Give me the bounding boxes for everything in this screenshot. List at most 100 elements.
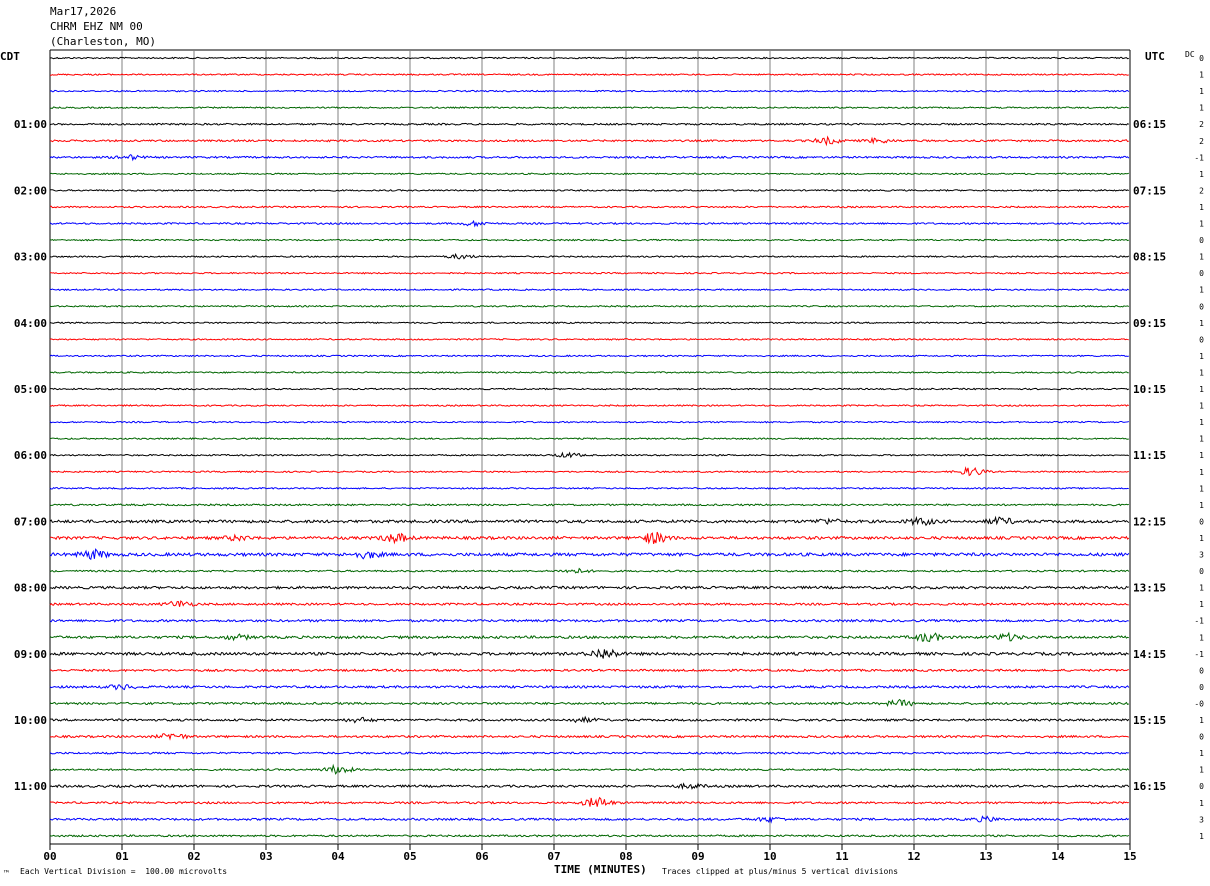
seismic-trace <box>49 751 1129 755</box>
dc-offset-value: 1 <box>1199 253 1204 262</box>
right-hour-label: 06:15 <box>1133 118 1166 131</box>
seismic-trace <box>49 106 1129 110</box>
right-hour-label: 10:15 <box>1133 383 1166 396</box>
dc-offset-value: 1 <box>1199 368 1204 377</box>
right-hour-label: 13:15 <box>1133 582 1166 595</box>
seismic-trace <box>49 219 1129 228</box>
left-hour-label: 08:00 <box>14 582 47 595</box>
left-hour-label: 09:00 <box>14 648 47 661</box>
seismic-trace <box>49 73 1129 76</box>
x-axis-title: TIME (MINUTES) <box>554 863 647 876</box>
x-tick-label: 06 <box>475 850 489 863</box>
dc-offset-value: 3 <box>1199 551 1204 560</box>
dc-offset-value: 0 <box>1199 782 1204 791</box>
dc-offset-value: 0 <box>1199 54 1204 63</box>
x-tick-label: 05 <box>403 850 416 863</box>
dc-offset-value: 0 <box>1199 567 1204 576</box>
seismic-trace <box>49 404 1130 407</box>
seismic-trace <box>49 715 1130 724</box>
seismic-trace <box>49 684 1130 691</box>
dc-offset-value: 1 <box>1199 104 1204 113</box>
dc-offset-value: 1 <box>1199 402 1204 411</box>
x-tick-label: 01 <box>115 850 129 863</box>
dc-offset-value: 1 <box>1199 584 1204 593</box>
dc-offset-value: 1 <box>1199 319 1204 328</box>
seismic-trace <box>49 172 1129 176</box>
right-hour-label: 11:15 <box>1133 449 1166 462</box>
x-tick-label: 02 <box>187 850 200 863</box>
dc-offset-value: 1 <box>1199 600 1204 609</box>
x-tick-label: 10 <box>763 850 776 863</box>
seismic-trace <box>49 648 1129 659</box>
left-hour-label: 07:00 <box>14 515 47 528</box>
dc-offset-value: 1 <box>1199 534 1204 543</box>
seismic-trace <box>49 567 1130 574</box>
left-hour-label: 10:00 <box>14 714 47 727</box>
seismic-trace <box>49 585 1129 590</box>
x-tick-label: 03 <box>259 850 272 863</box>
x-tick-label: 07 <box>547 850 560 863</box>
dc-offset-value: 0 <box>1199 666 1204 675</box>
dc-offset-value: 1 <box>1199 170 1204 179</box>
right-hour-label: 15:15 <box>1133 714 1166 727</box>
corner-mark: ™ <box>4 869 9 878</box>
dc-offset-value: 0 <box>1199 683 1204 692</box>
dc-offset-value: 1 <box>1199 418 1204 427</box>
seismic-trace <box>49 188 1130 192</box>
seismic-trace <box>49 354 1129 358</box>
seismic-trace <box>49 548 1130 561</box>
x-tick-label: 08 <box>619 850 632 863</box>
seismic-trace <box>49 271 1129 275</box>
left-hour-label: 04:00 <box>14 317 47 330</box>
dc-offset-value: 1 <box>1199 352 1204 361</box>
dc-column-header: DC <box>1185 50 1195 59</box>
seismic-trace <box>49 698 1129 708</box>
left-timezone-label: CDT <box>0 50 20 63</box>
dc-offset-value: 1 <box>1199 451 1204 460</box>
seismic-trace <box>49 763 1130 775</box>
left-hour-label: 01:00 <box>14 118 47 131</box>
x-axis-ticks: 00 01 02 03 04 05 06 07 08 09 10 11 12 13 14 15 <box>43 844 1137 863</box>
x-tick-label: 09 <box>691 850 704 863</box>
seismic-trace <box>49 796 1129 807</box>
minute-gridlines <box>121 50 1059 844</box>
dc-offset-value: 1 <box>1199 87 1204 96</box>
seismic-trace <box>49 56 1129 60</box>
left-hour-label: 03:00 <box>14 251 47 264</box>
seismic-trace <box>49 815 1130 824</box>
seismic-trace <box>49 420 1129 424</box>
seismic-trace <box>49 288 1130 292</box>
seismic-trace <box>49 122 1129 126</box>
dc-offset-value: 1 <box>1199 501 1204 510</box>
dc-offset-value: 0 <box>1199 302 1204 311</box>
dc-offset-value: 1 <box>1199 716 1204 725</box>
seismic-trace <box>49 466 1129 477</box>
dc-offset-value: 0 <box>1199 517 1204 526</box>
right-hour-label: 12:15 <box>1133 515 1166 528</box>
dc-offset-value: 2 <box>1199 137 1204 146</box>
dc-offset-value: 2 <box>1199 186 1204 195</box>
seismic-trace <box>49 834 1130 838</box>
seismic-trace <box>49 782 1130 791</box>
seismic-trace <box>49 515 1130 527</box>
dc-offset-value: 1 <box>1199 766 1204 775</box>
dc-offset-value: 1 <box>1199 749 1204 758</box>
seismic-trace <box>49 238 1129 242</box>
dc-offset-value: 1 <box>1199 435 1204 444</box>
x-tick-label: 11 <box>835 850 849 863</box>
seismic-trace <box>49 371 1129 374</box>
station-code: CHRM EHZ NM 00 <box>50 20 143 33</box>
seismic-trace <box>49 531 1130 545</box>
seismic-trace <box>49 618 1129 623</box>
left-hour-label: 06:00 <box>14 449 47 462</box>
seismic-trace <box>49 437 1129 441</box>
seismic-trace <box>49 205 1129 209</box>
seismic-trace <box>49 600 1129 607</box>
dc-offset-value: 3 <box>1199 815 1204 824</box>
dc-offset-value: 0 <box>1199 335 1204 344</box>
scale-note: Each Vertical Division = 100.00 microvol… <box>20 867 228 876</box>
dc-offset-value: -1 <box>1194 153 1204 162</box>
dc-offset-value: 1 <box>1199 633 1204 642</box>
right-hour-label: 16:15 <box>1133 780 1166 793</box>
